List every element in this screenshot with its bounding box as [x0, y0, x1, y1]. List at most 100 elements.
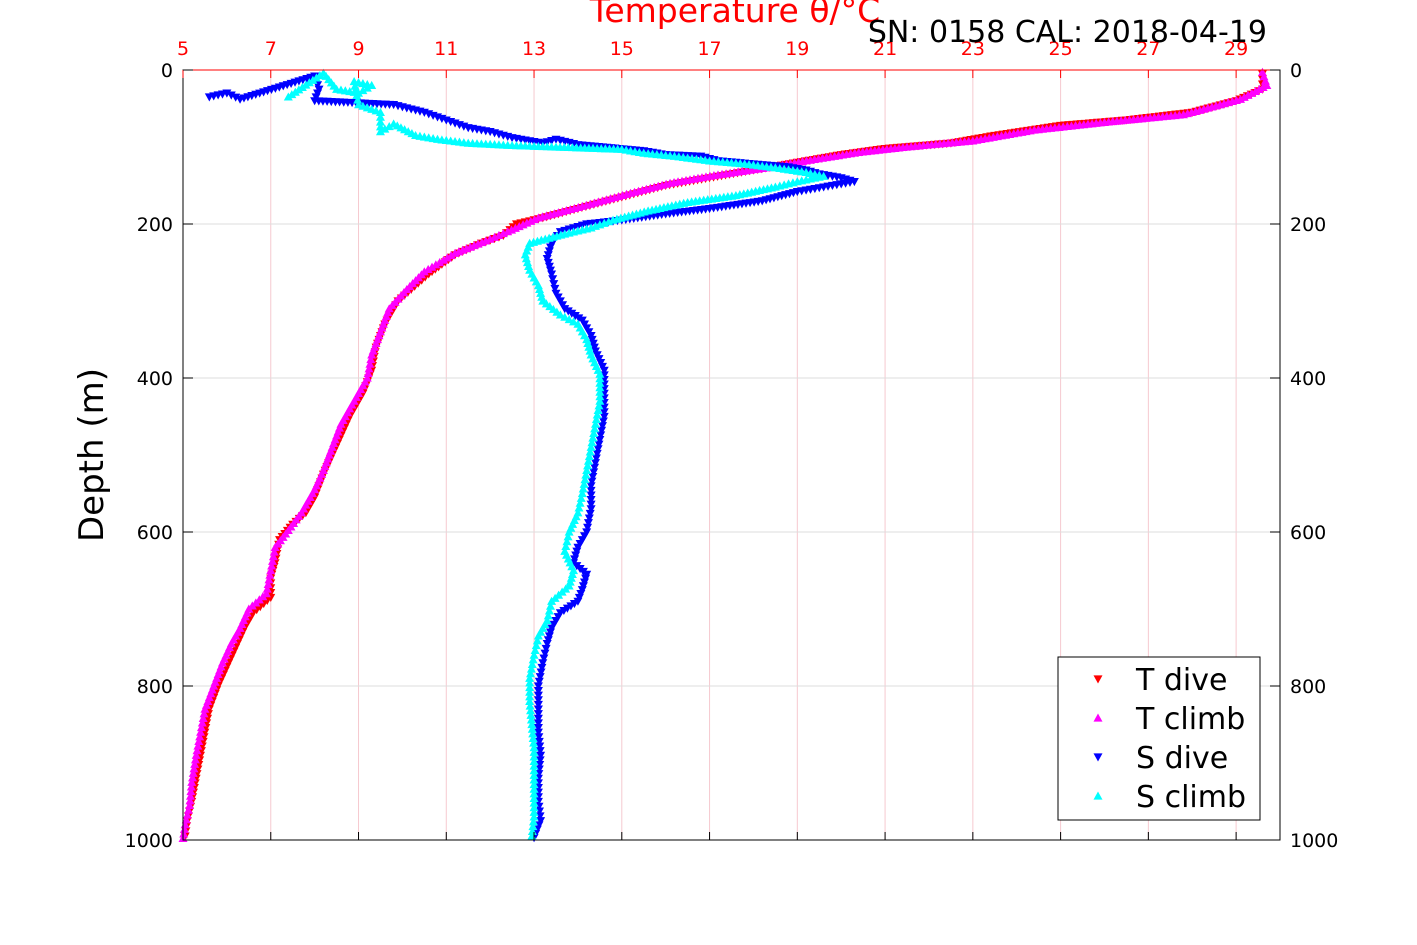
- data-point: [586, 505, 596, 514]
- data-point: [533, 728, 543, 737]
- x-tick-label: 29: [1224, 38, 1248, 60]
- data-point: [375, 107, 385, 116]
- data-point: [535, 756, 545, 765]
- data-point: [592, 410, 602, 419]
- data-point: [595, 387, 605, 396]
- data-point: [583, 519, 593, 528]
- data-point: [526, 669, 536, 678]
- data-point: [576, 493, 586, 502]
- data-point: [545, 601, 555, 610]
- data-point: [597, 422, 607, 431]
- data-point: [528, 729, 538, 738]
- data-point: [535, 760, 545, 770]
- data-point: [589, 468, 599, 477]
- data-point: [533, 714, 543, 723]
- y-tick-label-right: 200: [1290, 214, 1326, 236]
- y-tick-label-right: 0: [1290, 60, 1302, 82]
- legend-label: S dive: [1136, 741, 1228, 776]
- y-axis-label: Depth (m): [72, 368, 112, 542]
- data-point: [588, 472, 598, 482]
- data-point: [540, 649, 550, 658]
- data-point: [548, 275, 558, 284]
- data-point: [563, 532, 573, 541]
- data-point: [586, 500, 596, 509]
- data-point: [358, 86, 368, 95]
- data-point: [592, 449, 602, 458]
- data-point: [536, 751, 546, 760]
- y-tick-label-right: 800: [1290, 676, 1326, 698]
- data-point: [529, 743, 539, 752]
- data-point: [351, 86, 361, 95]
- data-point: [195, 732, 205, 741]
- data-point: [599, 408, 609, 417]
- data-point: [529, 793, 539, 803]
- data-point: [527, 659, 537, 669]
- data-point: [529, 761, 539, 770]
- data-point: [583, 523, 593, 532]
- x-tick-label: 11: [434, 38, 458, 60]
- y-tick-label: 200: [137, 214, 173, 236]
- data-point: [533, 710, 543, 719]
- data-point: [588, 433, 598, 442]
- data-point: [564, 314, 574, 324]
- x-tick-label: 27: [1136, 38, 1160, 60]
- data-point: [375, 117, 385, 126]
- data-point: [529, 803, 539, 812]
- data-point: [181, 815, 191, 824]
- data-point: [529, 784, 539, 793]
- data-point: [550, 284, 560, 293]
- data-point: [527, 724, 537, 733]
- data-point: [599, 366, 609, 375]
- data-point: [185, 791, 195, 800]
- data-point: [590, 419, 600, 428]
- data-point: [595, 436, 605, 445]
- data-point: [199, 709, 209, 718]
- data-point: [578, 484, 588, 493]
- data-point: [529, 752, 539, 761]
- data-point: [575, 498, 585, 507]
- data-point: [560, 312, 570, 321]
- data-point: [586, 482, 596, 491]
- data-point: [537, 663, 547, 673]
- data-point: [352, 90, 362, 100]
- data-point: [589, 428, 599, 438]
- data-point: [533, 705, 543, 714]
- data-point: [596, 431, 606, 440]
- data-point: [366, 355, 376, 364]
- data-point: [268, 556, 278, 565]
- data-point: [196, 723, 206, 732]
- data-point: [544, 606, 554, 615]
- y-tick-label-right: 600: [1290, 522, 1326, 544]
- legend-marker: [1093, 791, 1103, 800]
- data-point: [549, 280, 559, 289]
- data-point: [584, 452, 594, 461]
- data-point: [367, 350, 377, 359]
- data-point: [538, 659, 548, 668]
- data-point: [349, 77, 359, 86]
- data-point: [585, 509, 595, 519]
- data-point: [534, 677, 544, 686]
- data-point: [533, 682, 543, 691]
- y-tick-label: 1000: [125, 830, 173, 852]
- data-point: [526, 710, 536, 719]
- legend-marker: [1093, 713, 1103, 722]
- series-s-climb: [283, 68, 829, 840]
- series-t-climb: [178, 67, 1272, 843]
- legend-label: T dive: [1135, 663, 1227, 698]
- data-point: [599, 412, 609, 421]
- legend-box: [1057, 656, 1261, 821]
- data-point: [577, 489, 587, 498]
- data-point: [542, 640, 552, 649]
- data-point: [188, 773, 198, 782]
- data-point: [595, 374, 605, 383]
- data-point: [597, 426, 607, 435]
- data-point: [191, 750, 201, 759]
- data-point: [529, 775, 539, 784]
- data-point: [529, 738, 539, 747]
- x-tick-label: 15: [610, 38, 634, 60]
- data-point: [375, 112, 385, 121]
- data-point: [525, 687, 535, 696]
- data-point: [189, 764, 199, 773]
- data-point: [353, 95, 363, 104]
- data-point: [534, 737, 544, 746]
